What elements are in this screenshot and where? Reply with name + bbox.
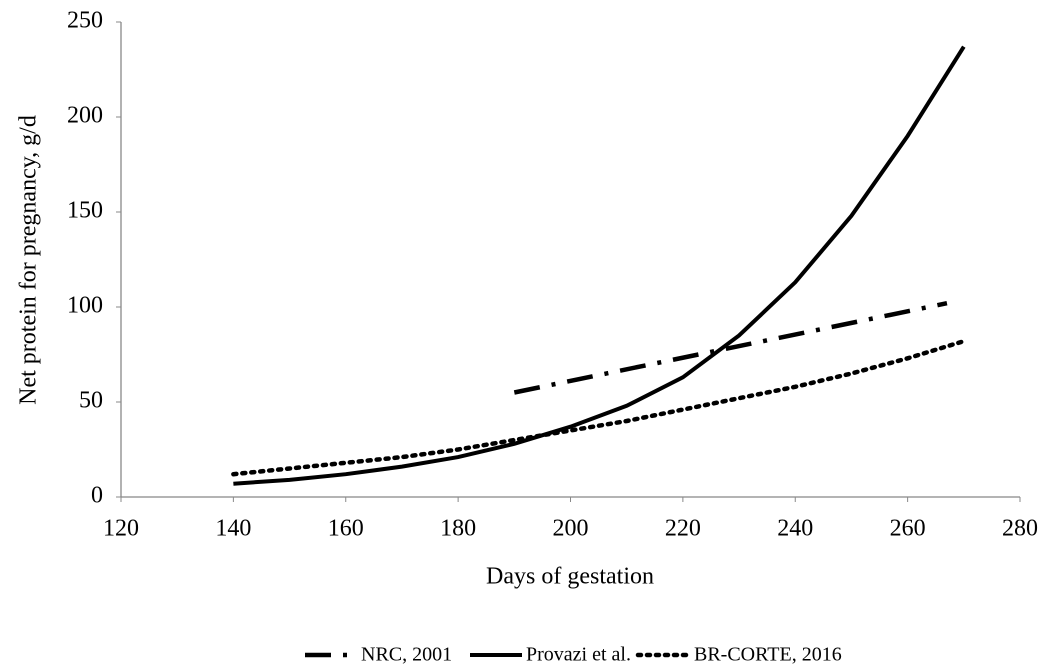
y-tick-label: 250 xyxy=(67,8,103,34)
x-tick-label: 220 xyxy=(665,516,701,542)
x-tick-label: 180 xyxy=(440,516,476,542)
series-line xyxy=(233,45,966,486)
legend-label: BR-CORTE, 2016 xyxy=(694,644,842,666)
y-tick-label: 200 xyxy=(67,103,103,129)
x-tick-label: 120 xyxy=(103,516,139,542)
x-tick-label: 280 xyxy=(1002,516,1038,542)
x-tick-label: 240 xyxy=(777,516,813,542)
legend-label: Provazi et al. xyxy=(526,644,631,666)
x-tick-label: 140 xyxy=(215,516,251,542)
x-tick-label: 260 xyxy=(890,516,926,542)
y-tick-label: 150 xyxy=(67,198,103,224)
y-axis-title: Net protein for pregnancy, g/d xyxy=(16,115,42,405)
y-tick-label: 100 xyxy=(67,293,103,319)
y-tick-label: 50 xyxy=(79,388,103,414)
x-tick-label: 160 xyxy=(328,516,364,542)
x-axis-title: Days of gestation xyxy=(486,564,654,590)
series-line xyxy=(513,300,948,395)
y-tick-label: 0 xyxy=(91,483,103,509)
x-tick-label: 200 xyxy=(553,516,589,542)
series-line xyxy=(231,338,967,477)
legend-label: NRC, 2001 xyxy=(361,644,452,666)
